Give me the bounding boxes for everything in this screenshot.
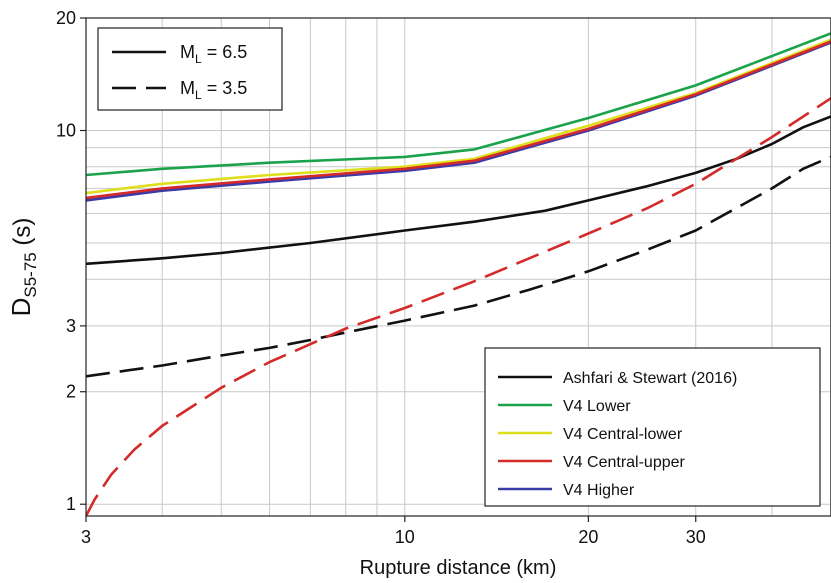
model-legend-label: V4 Central-upper — [563, 454, 686, 471]
magnitude-legend-box — [97, 27, 283, 111]
series-line-v4-lower-ml-6-5 — [86, 32, 831, 177]
model-legend-label: V4 Lower — [563, 398, 631, 415]
series-line-v4-central-upper-ml-6-5 — [86, 40, 831, 200]
series-line-ashfari-stewart-2016-ml-6-5 — [86, 115, 831, 266]
x-tick-label: 3 — [81, 527, 91, 547]
series-line-ashfari-stewart-2016-ml-3-5 — [86, 155, 831, 378]
y-tick-label: 10 — [56, 121, 76, 141]
series-lines — [86, 32, 831, 516]
y-axis-label-main: D — [6, 298, 36, 317]
model-legend-label: V4 Central-lower — [563, 426, 683, 443]
model-legend-label: Ashfari & Stewart (2016) — [563, 370, 737, 387]
axis-ticks: 3 10 20 30 1 2 3 10 20 — [56, 8, 706, 547]
x-axis-label: Rupture distance (km) — [360, 557, 557, 579]
series-line-v4-central-lower-ml-6-5 — [86, 38, 831, 195]
magnitude-legend-label-3-5: ML = 3.5 — [180, 78, 247, 102]
y-axis-label-suffix: (s) — [9, 218, 36, 253]
magnitude-legend: ML = 6.5 ML = 3.5 — [97, 27, 283, 111]
y-tick-label: 1 — [66, 494, 76, 514]
x-tick-label: 20 — [578, 527, 598, 547]
magnitude-legend-label-6-5: ML = 6.5 — [180, 42, 247, 66]
y-tick-label: 20 — [56, 8, 76, 28]
series-line-v4-central-upper-ml-3-5 — [86, 97, 831, 516]
y-axis-label-sub: S5-75 — [21, 252, 40, 297]
model-legend: Ashfari & Stewart (2016) V4 Lower V4 Centr… — [484, 347, 821, 507]
y-tick-label: 2 — [66, 382, 76, 402]
plot-frame — [85, 17, 831, 517]
y-tick-label: 3 — [66, 316, 76, 336]
x-tick-label: 10 — [395, 527, 415, 547]
model-legend-label: V4 Higher — [563, 482, 635, 499]
x-tick-label: 30 — [686, 527, 706, 547]
y-axis-label: DS5-75 (s) — [6, 218, 40, 317]
model-legend-box — [484, 347, 821, 507]
